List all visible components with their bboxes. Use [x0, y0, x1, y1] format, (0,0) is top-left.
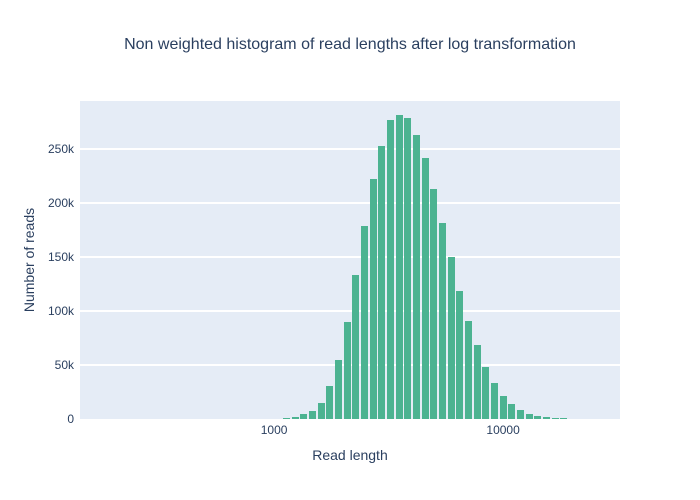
histogram-bar[interactable]: [595, 418, 603, 419]
histogram-bar[interactable]: [525, 414, 533, 419]
gridline: [80, 147, 620, 150]
histogram-bar[interactable]: [447, 257, 455, 419]
x-tick-label: 1000: [260, 423, 288, 437]
histogram-bar[interactable]: [491, 382, 499, 419]
histogram-bar[interactable]: [309, 411, 317, 419]
gridline: [80, 201, 620, 204]
y-tick-label: 100k: [47, 303, 74, 318]
y-tick-label: 150k: [47, 249, 74, 264]
x-axis-title: Read length: [312, 447, 388, 463]
y-tick-label: 50k: [54, 357, 74, 372]
histogram-bar[interactable]: [430, 188, 438, 419]
histogram-bar[interactable]: [569, 418, 577, 419]
histogram-bar[interactable]: [291, 417, 299, 419]
histogram-bar[interactable]: [300, 414, 308, 419]
histogram-bar[interactable]: [499, 395, 507, 419]
histogram-bar[interactable]: [378, 145, 386, 419]
histogram-bar[interactable]: [456, 290, 464, 419]
x-tick-label: 10000: [486, 423, 520, 437]
histogram-bar[interactable]: [343, 321, 351, 419]
histogram-bar[interactable]: [577, 418, 585, 419]
histogram-bar[interactable]: [560, 418, 568, 419]
y-tick-label: 0: [67, 412, 74, 426]
y-tick-label: 250k: [47, 141, 74, 156]
y-tick-label: 200k: [47, 195, 74, 210]
histogram-bar[interactable]: [508, 404, 516, 419]
histogram-bar[interactable]: [326, 385, 334, 419]
histogram-bar[interactable]: [352, 274, 360, 419]
histogram-bar[interactable]: [387, 119, 395, 419]
chart-title: Non weighted histogram of read lengths a…: [124, 36, 576, 53]
gridline: [80, 309, 620, 312]
histogram-bar[interactable]: [361, 226, 369, 419]
histogram-bar[interactable]: [534, 416, 542, 419]
histogram-bar[interactable]: [586, 418, 594, 419]
histogram-bar[interactable]: [283, 418, 291, 419]
plot-area[interactable]: [80, 101, 620, 419]
histogram-bar[interactable]: [439, 223, 447, 419]
histogram-bar[interactable]: [421, 157, 429, 419]
histogram-bar[interactable]: [482, 366, 490, 419]
histogram-bar[interactable]: [335, 359, 343, 419]
histogram-bar[interactable]: [404, 117, 412, 419]
histogram-bar[interactable]: [551, 417, 559, 419]
histogram-bar[interactable]: [465, 320, 473, 419]
histogram-bar[interactable]: [413, 134, 421, 419]
histogram-bar[interactable]: [543, 417, 551, 419]
histogram-bar[interactable]: [317, 402, 325, 419]
histogram-bar[interactable]: [473, 344, 481, 419]
histogram-bar[interactable]: [395, 115, 403, 419]
histogram-bar[interactable]: [369, 178, 377, 419]
gridline: [80, 255, 620, 258]
histogram-bar[interactable]: [517, 410, 525, 419]
